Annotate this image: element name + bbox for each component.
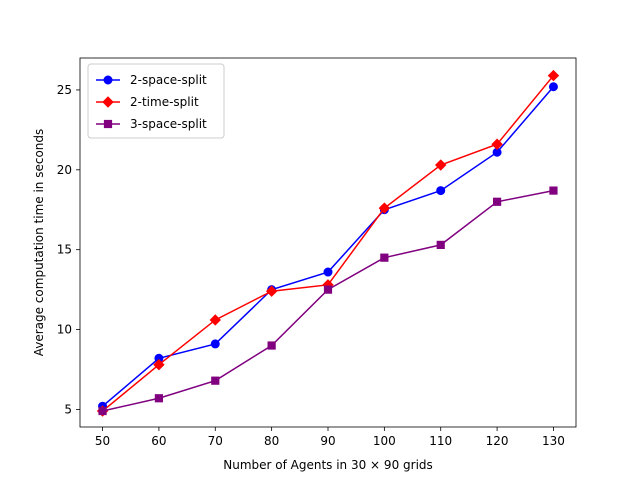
data-point [435,159,447,171]
x-tick-label: 50 [95,434,110,448]
data-point [323,285,333,294]
legend-item: 3-space-split [96,117,207,131]
series-3-space-split [98,186,558,416]
x-tick-label: 90 [320,434,335,448]
data-point [153,358,165,371]
data-point [98,406,107,416]
legend-label: 2-time-split [130,95,199,109]
data-point [209,314,221,326]
legend-box [87,63,225,139]
y-tick-label: 5 [64,402,72,416]
data-point [267,341,276,350]
x-tick-label: 110 [429,434,452,448]
legend-item: 2-space-split [96,73,207,87]
y-axis-label: Average computation time in seconds [32,129,46,357]
data-point [210,339,220,349]
data-point [436,186,446,196]
data-point [491,138,503,150]
data-point [548,82,558,92]
data-point [436,240,445,249]
legend-label: 2-space-split [130,73,207,87]
data-point [323,267,333,277]
series-layer [96,69,560,417]
legend-marker [103,75,113,85]
data-point [154,394,164,403]
y-tick-label: 15 [57,243,72,257]
data-point [265,285,278,297]
legend-marker [102,96,114,108]
data-point [492,197,502,206]
data-point [549,186,558,195]
x-tick-label: 80 [264,434,279,448]
legend-marker [103,119,113,129]
legend-item: 2-time-split [96,95,199,109]
legend: 2-space-split 2-time-split 3-space-split [87,63,225,139]
plot-frame [79,57,577,428]
x-tick-label: 70 [208,434,223,448]
x-axis-label: Number of Agents in 30 × 90 grids [223,458,433,472]
x-tick-label: 130 [542,434,565,448]
y-tick-label: 25 [57,83,72,97]
y-tick-label: 10 [57,323,72,337]
y-tick-label: 20 [57,163,72,177]
axes: 50 60 70 80 90 100 110 120 130 5 10 15 20 25 [57,57,577,448]
data-point [378,202,391,214]
legend-label: 3-space-split [130,117,207,131]
data-point [211,376,220,385]
x-tick-label: 120 [486,434,509,448]
x-tick-label: 60 [151,434,166,448]
data-point [380,253,389,262]
data-point [547,69,560,82]
x-tick-label: 100 [373,434,396,448]
